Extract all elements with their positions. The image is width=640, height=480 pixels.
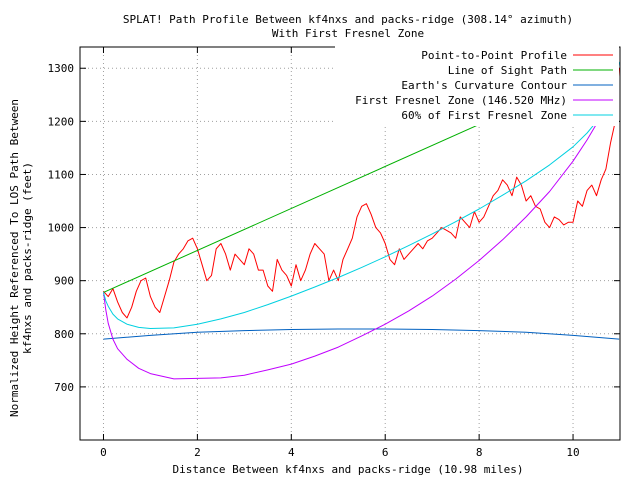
- x-axis-label: Distance Between kf4nxs and packs-ridge …: [173, 463, 524, 476]
- x-tick-label: 6: [382, 446, 389, 459]
- legend-background: [335, 45, 619, 126]
- y-axis-label-line1: Normalized Height Referenced To LOS Path…: [8, 99, 21, 417]
- y-tick-label: 1100: [48, 168, 75, 181]
- chart-subtitle: With First Fresnel Zone: [272, 27, 424, 40]
- legend-label: Line of Sight Path: [448, 64, 567, 77]
- legend-label: Earth's Curvature Contour: [401, 79, 567, 92]
- y-axis-label-line2: kf4nxs and packs-ridge (feet): [21, 162, 34, 354]
- series-line-4: [103, 61, 620, 329]
- y-tick-label: 1200: [48, 115, 75, 128]
- x-tick-label: 10: [566, 446, 579, 459]
- legend-label: Point-to-Point Profile: [421, 49, 567, 62]
- y-tick-label: 1000: [48, 222, 75, 235]
- x-tick-label: 4: [288, 446, 295, 459]
- chart-title: SPLAT! Path Profile Between kf4nxs and p…: [123, 13, 573, 26]
- legend-label: 60% of First Fresnel Zone: [401, 109, 567, 122]
- series-line-3: [103, 61, 620, 380]
- x-tick-label: 2: [194, 446, 201, 459]
- legend-label: First Fresnel Zone (146.520 MHz): [355, 94, 567, 107]
- series-line-0: [103, 68, 620, 319]
- y-tick-label: 900: [54, 275, 74, 288]
- legend: Point-to-Point Profile Line of Sight Path…: [335, 45, 619, 126]
- y-tick-label: 1300: [48, 62, 75, 75]
- series-line-2: [103, 328, 620, 340]
- y-tick-label: 800: [54, 328, 74, 341]
- x-tick-label: 8: [476, 446, 483, 459]
- x-tick-label: 0: [100, 446, 107, 459]
- series-lines: [103, 61, 620, 380]
- y-tick-label: 700: [54, 381, 74, 394]
